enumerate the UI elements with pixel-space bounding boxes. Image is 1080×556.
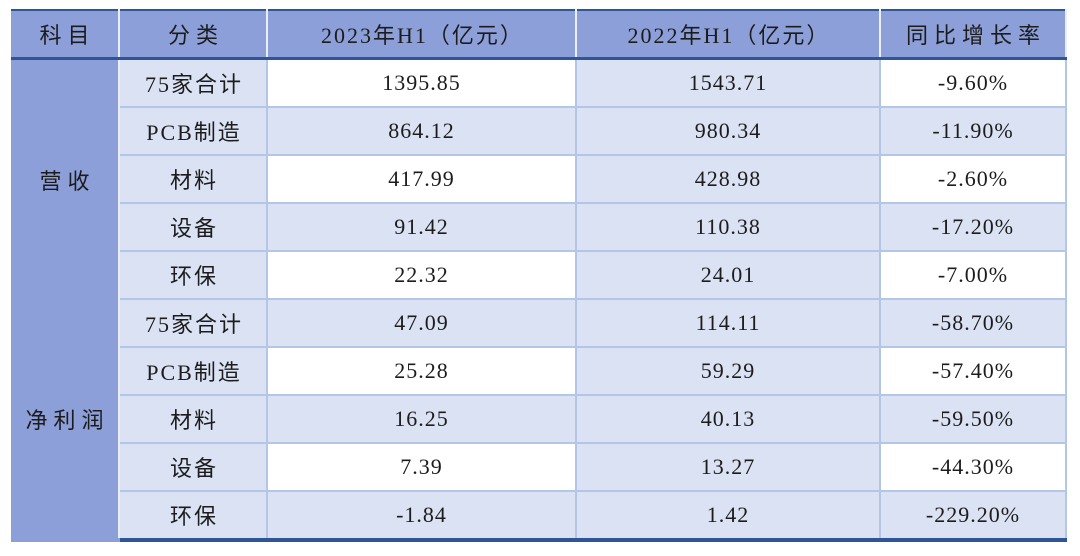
header-2022-h1: 2022年H1（亿元）: [575, 10, 880, 60]
yoy-cell: -44.30%: [879, 442, 1067, 492]
value-2022-cell: 13.27: [575, 442, 881, 492]
value-2023-cell: -1.84: [266, 490, 577, 542]
table-row: 营收 75家合计 1395.85 1543.71 -9.60%: [11, 57, 1067, 299]
value-2022-cell: 980.34: [575, 106, 881, 156]
yoy-cell: -229.20%: [879, 490, 1067, 542]
value-2022-cell: 1.42: [575, 490, 881, 542]
financial-table: 科目 分类 2023年H1（亿元） 2022年H1（亿元） 同比增长率 营收 7…: [11, 9, 1067, 542]
category-cell: 75家合计: [118, 298, 268, 348]
table-row: 设备 7.39 13.27 -44.30%: [11, 442, 1067, 492]
subject-cell-net-profit: 净利润: [11, 299, 120, 542]
yoy-cell: -58.70%: [879, 298, 1067, 348]
value-2022-cell: 40.13: [575, 394, 881, 444]
yoy-cell: -11.90%: [879, 106, 1067, 156]
table-row: 材料 417.99 428.98 -2.60%: [11, 154, 1067, 204]
category-cell: 材料: [118, 394, 268, 444]
value-2023-cell: 47.09: [266, 298, 577, 348]
yoy-cell: -59.50%: [879, 394, 1067, 444]
category-cell: 设备: [118, 442, 268, 492]
table-row: PCB制造 25.28 59.29 -57.40%: [11, 346, 1067, 396]
category-cell: PCB制造: [118, 346, 268, 396]
table-row: 净利润 75家合计 47.09 114.11 -58.70%: [11, 298, 1067, 542]
header-2023-h1: 2023年H1（亿元）: [266, 10, 576, 60]
yoy-cell: -57.40%: [879, 346, 1067, 396]
value-2022-cell: 114.11: [575, 298, 881, 348]
header-row: 科目 分类 2023年H1（亿元） 2022年H1（亿元） 同比增长率: [11, 10, 1067, 60]
value-2023-cell: 25.28: [266, 346, 577, 396]
value-2023-cell: 22.32: [266, 250, 577, 300]
value-2022-cell: 1543.71: [575, 57, 881, 108]
table-row: 材料 16.25 40.13 -59.50%: [11, 394, 1067, 444]
value-2022-cell: 428.98: [575, 154, 881, 204]
yoy-cell: -17.20%: [879, 202, 1067, 252]
value-2023-cell: 16.25: [266, 394, 577, 444]
value-2023-cell: 7.39: [266, 442, 577, 492]
table-row: 环保 -1.84 1.42 -229.20%: [11, 490, 1067, 542]
yoy-cell: -2.60%: [879, 154, 1067, 204]
value-2022-cell: 59.29: [575, 346, 881, 396]
table-row: 设备 91.42 110.38 -17.20%: [11, 202, 1067, 252]
value-2023-cell: 864.12: [266, 106, 577, 156]
category-cell: 设备: [118, 202, 268, 252]
value-2023-cell: 91.42: [266, 202, 577, 252]
category-cell: 75家合计: [118, 57, 268, 108]
subject-cell-revenue: 营收: [11, 58, 120, 299]
category-cell: PCB制造: [118, 106, 268, 156]
header-category: 分类: [118, 10, 267, 60]
value-2023-cell: 417.99: [266, 154, 577, 204]
value-2022-cell: 110.38: [575, 202, 881, 252]
header-yoy-growth: 同比增长率: [879, 10, 1067, 60]
value-2022-cell: 24.01: [575, 250, 881, 300]
table-row: 环保 22.32 24.01 -7.00%: [11, 250, 1067, 300]
category-cell: 环保: [118, 490, 268, 542]
category-cell: 环保: [118, 250, 268, 300]
table-row: PCB制造 864.12 980.34 -11.90%: [11, 106, 1067, 156]
header-subject: 科目: [11, 10, 119, 60]
category-cell: 材料: [118, 154, 268, 204]
yoy-cell: -7.00%: [879, 250, 1067, 300]
value-2023-cell: 1395.85: [266, 57, 577, 108]
yoy-cell: -9.60%: [879, 57, 1067, 108]
